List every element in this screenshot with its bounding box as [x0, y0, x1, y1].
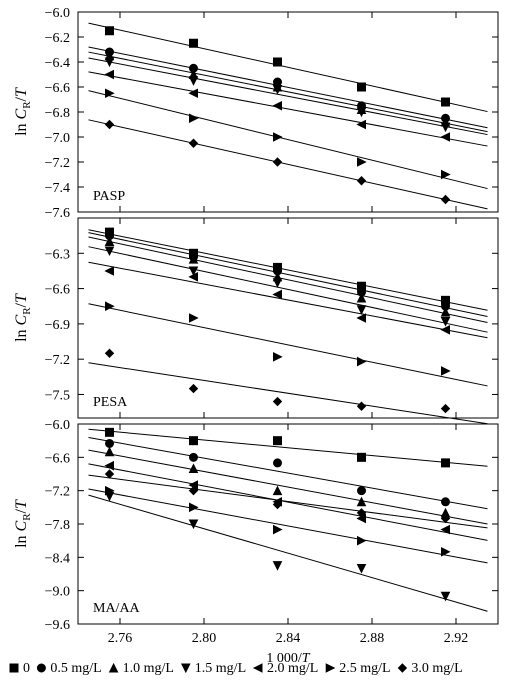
fit-line [89, 233, 488, 317]
y-tick-label: −7.2 [45, 485, 70, 500]
x-tick-label: 2.92 [444, 631, 469, 646]
legend-label: 1.0 mg/L [123, 661, 174, 676]
fit-line [89, 52, 488, 132]
y-tick-label: −7.5 [45, 388, 70, 403]
fit-line [89, 475, 488, 528]
legend-label: 2.5 mg/L [339, 661, 390, 676]
y-tick-label: −8.4 [45, 551, 70, 566]
y-tick-label: −6.3 [45, 247, 70, 262]
y-tick-label: −6.8 [45, 106, 70, 121]
x-tick-label: 2.84 [276, 631, 301, 646]
x-tick-label: 2.80 [192, 631, 217, 646]
panel-title: MA/AA [93, 601, 141, 616]
legend-label: 3.0 mg/L [411, 661, 462, 676]
y-tick-label: −7.2 [45, 353, 70, 368]
fit-line [89, 489, 488, 563]
fit-line [89, 262, 488, 337]
y-tick-label: −6.9 [45, 318, 70, 333]
y-tick-label: −7.6 [45, 206, 70, 221]
y-tick-label: −7.4 [45, 181, 70, 196]
fit-line [89, 237, 488, 323]
x-tick-label: 2.88 [360, 631, 385, 646]
pasp-panel: −6.0 −6.2 −6.4 −6.6 −6.8 −7.0 −7.2 −7.4 −7.6 ln C… [13, 6, 498, 221]
panel-title: PASP [93, 189, 125, 204]
legend-label: 1.5 mg/L [195, 661, 246, 676]
y-axis-label: ln CR/T [13, 499, 33, 548]
y-tick-label: −6.4 [45, 56, 70, 71]
fit-line [89, 304, 488, 386]
y-tick-label: −6.2 [45, 31, 70, 46]
pesa-panel: −6.3 −6.6 −6.9 −7.2 −7.5 ln CR/T PESA [13, 218, 498, 424]
fit-line [89, 247, 488, 333]
y-tick-label: −7.2 [45, 156, 70, 171]
y-tick-label: −7.0 [45, 131, 70, 146]
y-tick-label: −9.0 [45, 585, 70, 600]
panel-title: PESA [93, 395, 128, 410]
fit-line [89, 230, 488, 310]
y-tick-label: −9.6 [45, 618, 70, 633]
y-tick-label: −6.0 [45, 418, 70, 433]
fit-line [89, 91, 488, 189]
fit-line [89, 464, 488, 541]
y-axis-label: ln CR/T [13, 293, 33, 342]
legend-label: 0.5 mg/L [50, 661, 101, 676]
arrhenius-panels: −6.0 −6.2 −6.4 −6.6 −6.8 −7.0 −7.2 −7.4 −7.6 ln C… [0, 0, 518, 688]
fit-line [89, 47, 488, 128]
legend-label: 2.0 mg/L [267, 661, 318, 676]
y-tick-label: −7.8 [45, 518, 70, 533]
legend-label: 0 [23, 661, 30, 676]
y-tick-label: −6.6 [45, 81, 70, 96]
y-tick-label: −6.0 [45, 6, 70, 21]
fit-line [89, 72, 488, 146]
fit-line [89, 58, 488, 135]
fit-line [89, 120, 488, 209]
fit-line [89, 23, 488, 111]
maa-panel: −6.0 −6.6 −7.2 −7.8 −8.4 −9.0 −9.6 ln CR/T MA/AA [13, 418, 498, 633]
y-tick-label: −6.6 [45, 451, 70, 466]
x-tick-label: 2.76 [108, 631, 133, 646]
y-axis-label: ln CR/T [13, 87, 33, 136]
y-tick-label: −6.6 [45, 283, 70, 298]
